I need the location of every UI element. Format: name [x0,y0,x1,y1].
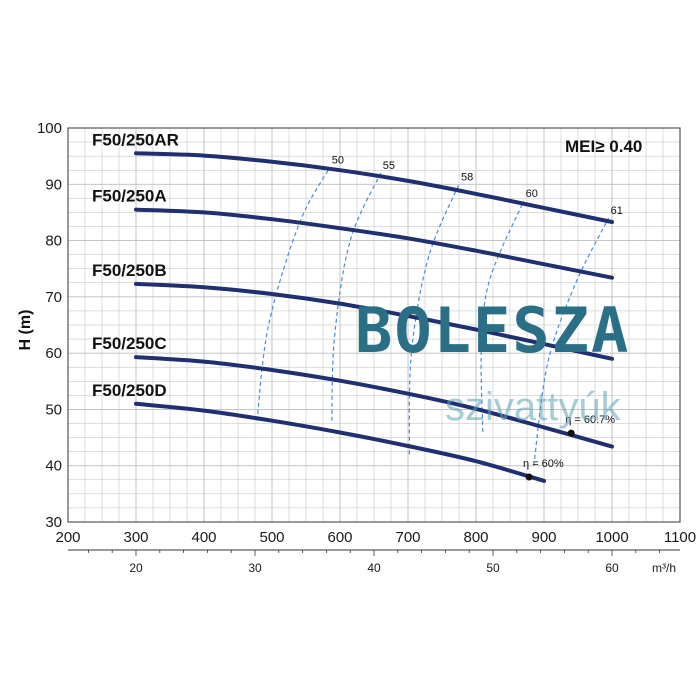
efficiency-curve [331,172,382,421]
y-tick-label: 60 [45,345,62,362]
x-tick-label: 1100 [664,529,696,546]
series-label: F50/250AR [92,130,179,149]
x2-tick-label: 30 [248,561,262,575]
series-lines: F50/250AR F50/250A F50/250B F50/250C F50/250… [92,130,614,483]
watermark-subtitle: szivattyúk [445,385,622,429]
efficiency-point-label: η = 60% [523,458,564,470]
series-label: F50/250D [92,381,167,400]
y-tick-label: 90 [45,176,62,193]
x2-tick-label: 20 [129,561,143,575]
series-label: F50/250A [92,187,167,206]
efficiency-curves: 50 55 58 60 61 [256,154,623,466]
series-line [134,401,546,483]
efficiency-curve-label: 50 [332,154,344,166]
x-axis-ticks: 200 300 400 500 600 700 800 900 1000 1100 [55,529,696,546]
series-label: F50/250C [92,334,167,353]
efficiency-point-label: η = 60.7% [565,414,615,426]
series-line [134,207,614,280]
efficiency-curve-label: 55 [383,160,395,172]
secondary-x-axis: 20 30 40 50 60 [68,549,680,575]
y-tick-label: 80 [45,233,62,250]
efficiency-curve [480,200,525,432]
y-tick-label: 30 [45,514,62,531]
series-line [134,151,614,224]
plot-frame [67,127,681,523]
y-tick-label: 70 [45,289,62,306]
efficiency-curve [408,184,460,455]
series-line [134,281,614,361]
x-tick-label: 400 [191,529,216,546]
x-tick-label: 600 [327,529,352,546]
series-label: F50/250B [92,261,167,280]
efficiency-curve-label: 60 [526,188,538,200]
efficiency-point [525,473,533,481]
x-tick-label: 900 [531,529,556,546]
x2-tick-label: 40 [367,561,381,575]
x-tick-label: 800 [463,529,488,546]
watermark-title: BOLESZA [355,294,630,367]
x-tick-label: 200 [55,529,80,546]
x2-axis-unit: m³/h [652,561,676,575]
y-tick-label: 40 [45,458,62,475]
x-tick-label: 1000 [595,529,628,546]
efficiency-curve-label: 58 [461,171,473,183]
efficiency-point [567,429,575,437]
efficiency-curve-label: 61 [611,205,623,217]
x2-tick-label: 50 [486,561,500,575]
mei-annotation: MEI≥ 0.40 [565,137,642,156]
watermark-logo: BOLESZA szivattyúk [355,294,630,429]
efficiency-marks: η = 60.7% η = 60% [523,414,615,481]
x-tick-label: 300 [123,529,148,546]
y-tick-label: 50 [45,401,62,418]
x2-tick-label: 60 [605,561,619,575]
y-axis-label: H (m) [17,310,34,351]
y-axis-ticks: 30 40 50 60 70 80 90 100 [37,120,62,531]
x-tick-label: 700 [395,529,420,546]
series-line [134,355,614,449]
x-tick-label: 500 [259,529,284,546]
y-tick-label: 100 [37,120,62,137]
